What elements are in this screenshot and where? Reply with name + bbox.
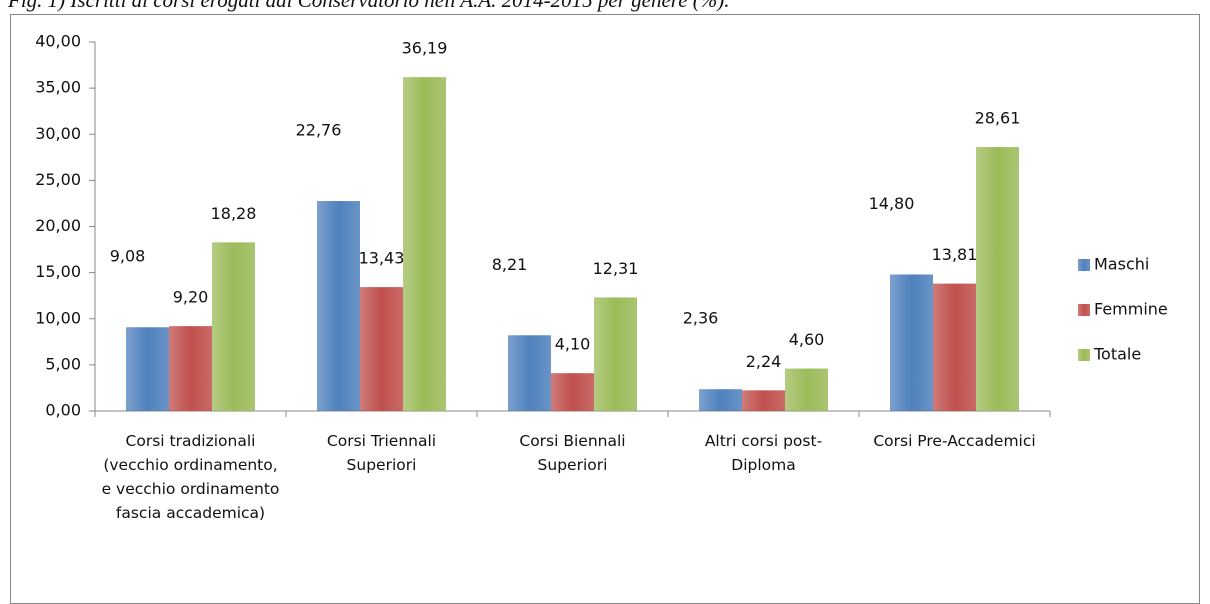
- data-label: 9,20: [173, 288, 209, 307]
- data-label: 4,10: [555, 335, 591, 354]
- y-tick-label: 40,00: [35, 32, 81, 51]
- y-tick-label: 25,00: [35, 170, 81, 189]
- bar: [976, 147, 1019, 411]
- legend-label: Femmine: [1094, 300, 1168, 319]
- bar: [212, 242, 255, 411]
- data-label: 13,81: [932, 245, 978, 264]
- x-tick-label: Corsi Pre-Accademici: [873, 432, 1036, 450]
- data-label: 2,24: [746, 352, 782, 371]
- bar: [594, 297, 637, 411]
- data-label: 8,21: [492, 255, 528, 274]
- y-tick-label: 30,00: [35, 124, 81, 143]
- bar: [126, 327, 169, 411]
- data-label: 2,36: [683, 309, 719, 328]
- x-tick-label: Altri corsi post-Diploma: [704, 432, 823, 474]
- bar: [890, 274, 933, 411]
- y-tick-label: 0,00: [45, 401, 81, 420]
- legend-label: Totale: [1093, 345, 1141, 364]
- data-label: 9,08: [110, 247, 146, 266]
- data-label: 12,31: [593, 259, 639, 278]
- data-label: 28,61: [975, 109, 1021, 128]
- data-label: 14,80: [869, 194, 915, 213]
- y-tick-label: 10,00: [35, 308, 81, 327]
- data-label: 36,19: [402, 39, 448, 58]
- bar: [742, 390, 785, 411]
- bar: [169, 326, 212, 411]
- data-label: 22,76: [296, 121, 342, 140]
- bar: [317, 201, 360, 411]
- x-tick-label: Corsi tradizionali (vecchio ordinamento,…: [101, 432, 280, 522]
- bar: [403, 77, 446, 411]
- y-tick-label: 35,00: [35, 78, 81, 97]
- bar: [785, 368, 828, 411]
- x-tick-label: Corsi Triennali Superiori: [326, 432, 437, 474]
- bar: [933, 283, 976, 411]
- y-tick-label: 5,00: [45, 354, 81, 373]
- bar: [508, 335, 551, 411]
- bar: [699, 389, 742, 411]
- chart-title: Fig. 1) Iscritti ai corsi erogati dal Co…: [8, 0, 730, 12]
- y-tick-label: 15,00: [35, 262, 81, 281]
- legend-label: Maschi: [1094, 255, 1149, 274]
- bar: [551, 373, 594, 411]
- legend-swatch: [1078, 304, 1090, 316]
- x-tick-label: Corsi Biennali Superiori: [519, 432, 626, 474]
- data-label: 4,60: [789, 330, 825, 349]
- data-label: 13,43: [359, 249, 405, 268]
- y-tick-label: 20,00: [35, 216, 81, 235]
- legend-swatch: [1078, 259, 1090, 271]
- legend-swatch: [1078, 349, 1090, 361]
- data-label: 18,28: [211, 204, 257, 223]
- bar: [360, 287, 403, 411]
